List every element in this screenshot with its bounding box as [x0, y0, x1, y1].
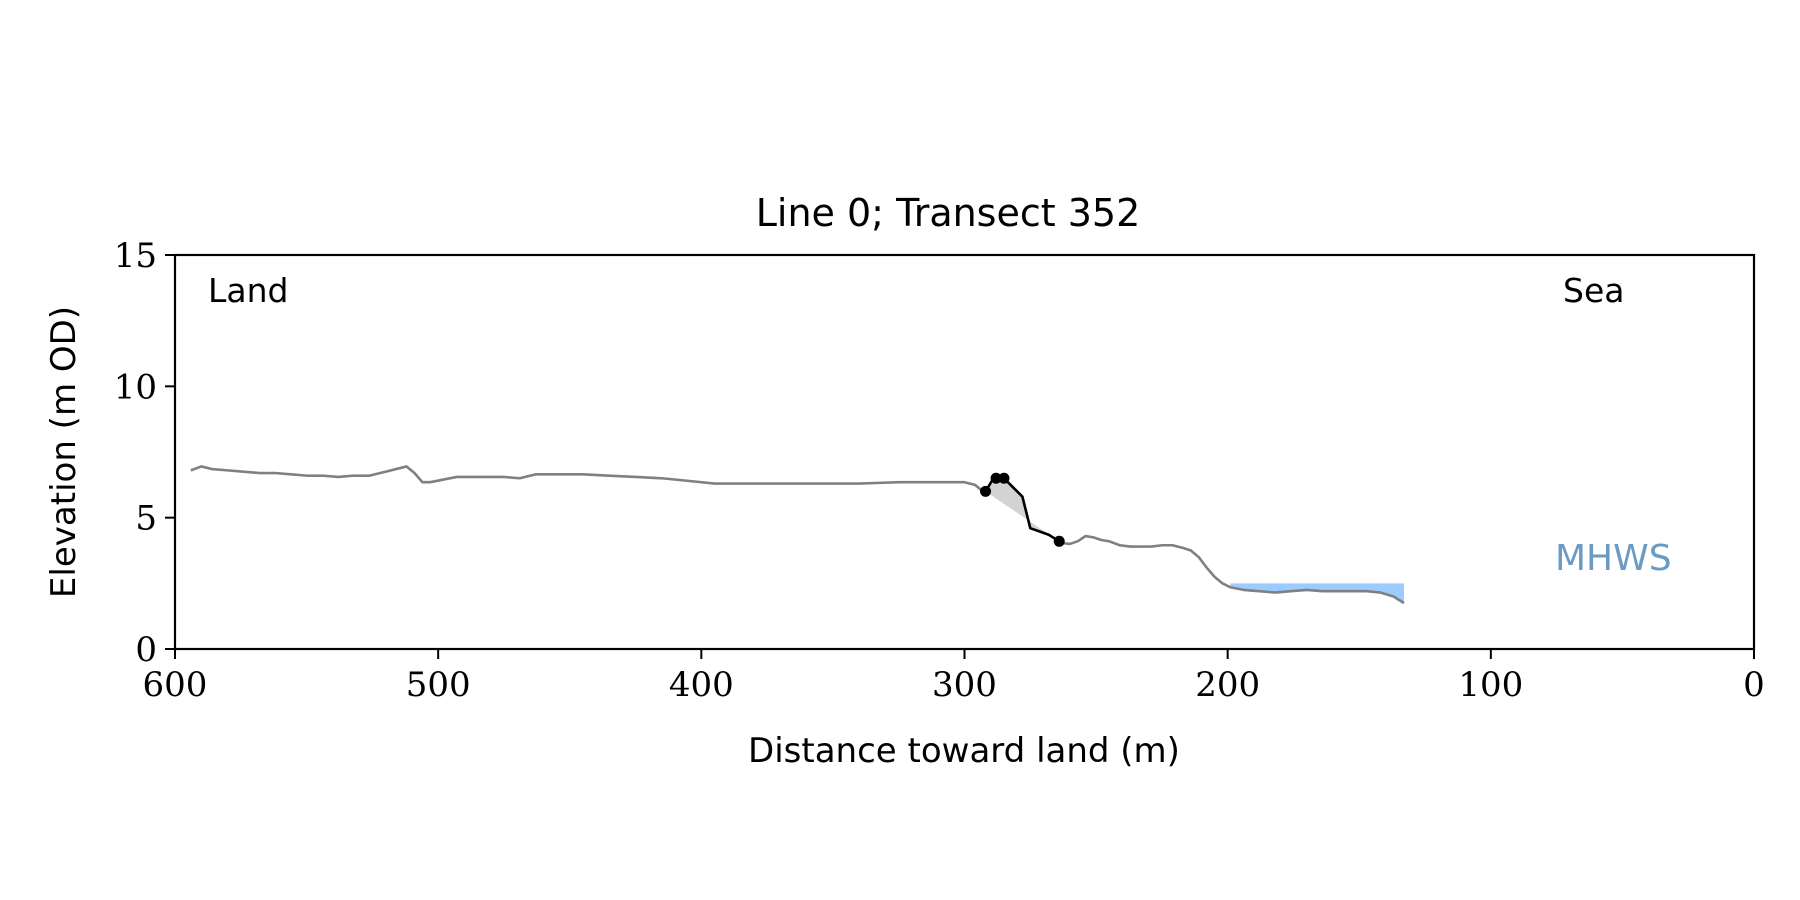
feature-point	[980, 485, 992, 497]
mhws-band	[1230, 583, 1404, 604]
feature-shading	[985, 478, 1060, 542]
sea-label: Sea	[1563, 271, 1624, 310]
x-tick-label: 100	[1458, 665, 1523, 705]
x-tick-label: 400	[669, 665, 734, 705]
plot-area	[190, 465, 1405, 605]
y-tick-label: 10	[114, 367, 157, 407]
land-label: Land	[208, 271, 288, 310]
x-axis: 600 500 400 300 200 100 0	[143, 649, 1765, 705]
chart-title: Line 0; Transect 352	[756, 191, 1141, 235]
mhws-label: MHWS	[1555, 538, 1672, 579]
x-tick-label: 600	[143, 665, 208, 705]
feature-point	[990, 472, 1002, 484]
x-tick-label: 0	[1743, 665, 1765, 705]
profile-line-0	[190, 465, 984, 493]
plot-frame	[173, 253, 1756, 651]
y-axis: 0 5 10 15	[114, 236, 175, 670]
profile-line-1	[1059, 534, 1405, 605]
y-tick-label: 0	[135, 630, 157, 670]
x-tick-label: 300	[932, 665, 997, 705]
y-axis-label: Elevation (m OD)	[44, 306, 84, 598]
x-tick-label: 200	[1195, 665, 1260, 705]
feature-point	[1053, 535, 1065, 547]
feature-point	[998, 472, 1010, 484]
y-tick-label: 5	[135, 499, 157, 539]
y-tick-label: 15	[114, 236, 157, 276]
x-axis-label: Distance toward land (m)	[748, 731, 1180, 771]
x-tick-label: 500	[406, 665, 471, 705]
